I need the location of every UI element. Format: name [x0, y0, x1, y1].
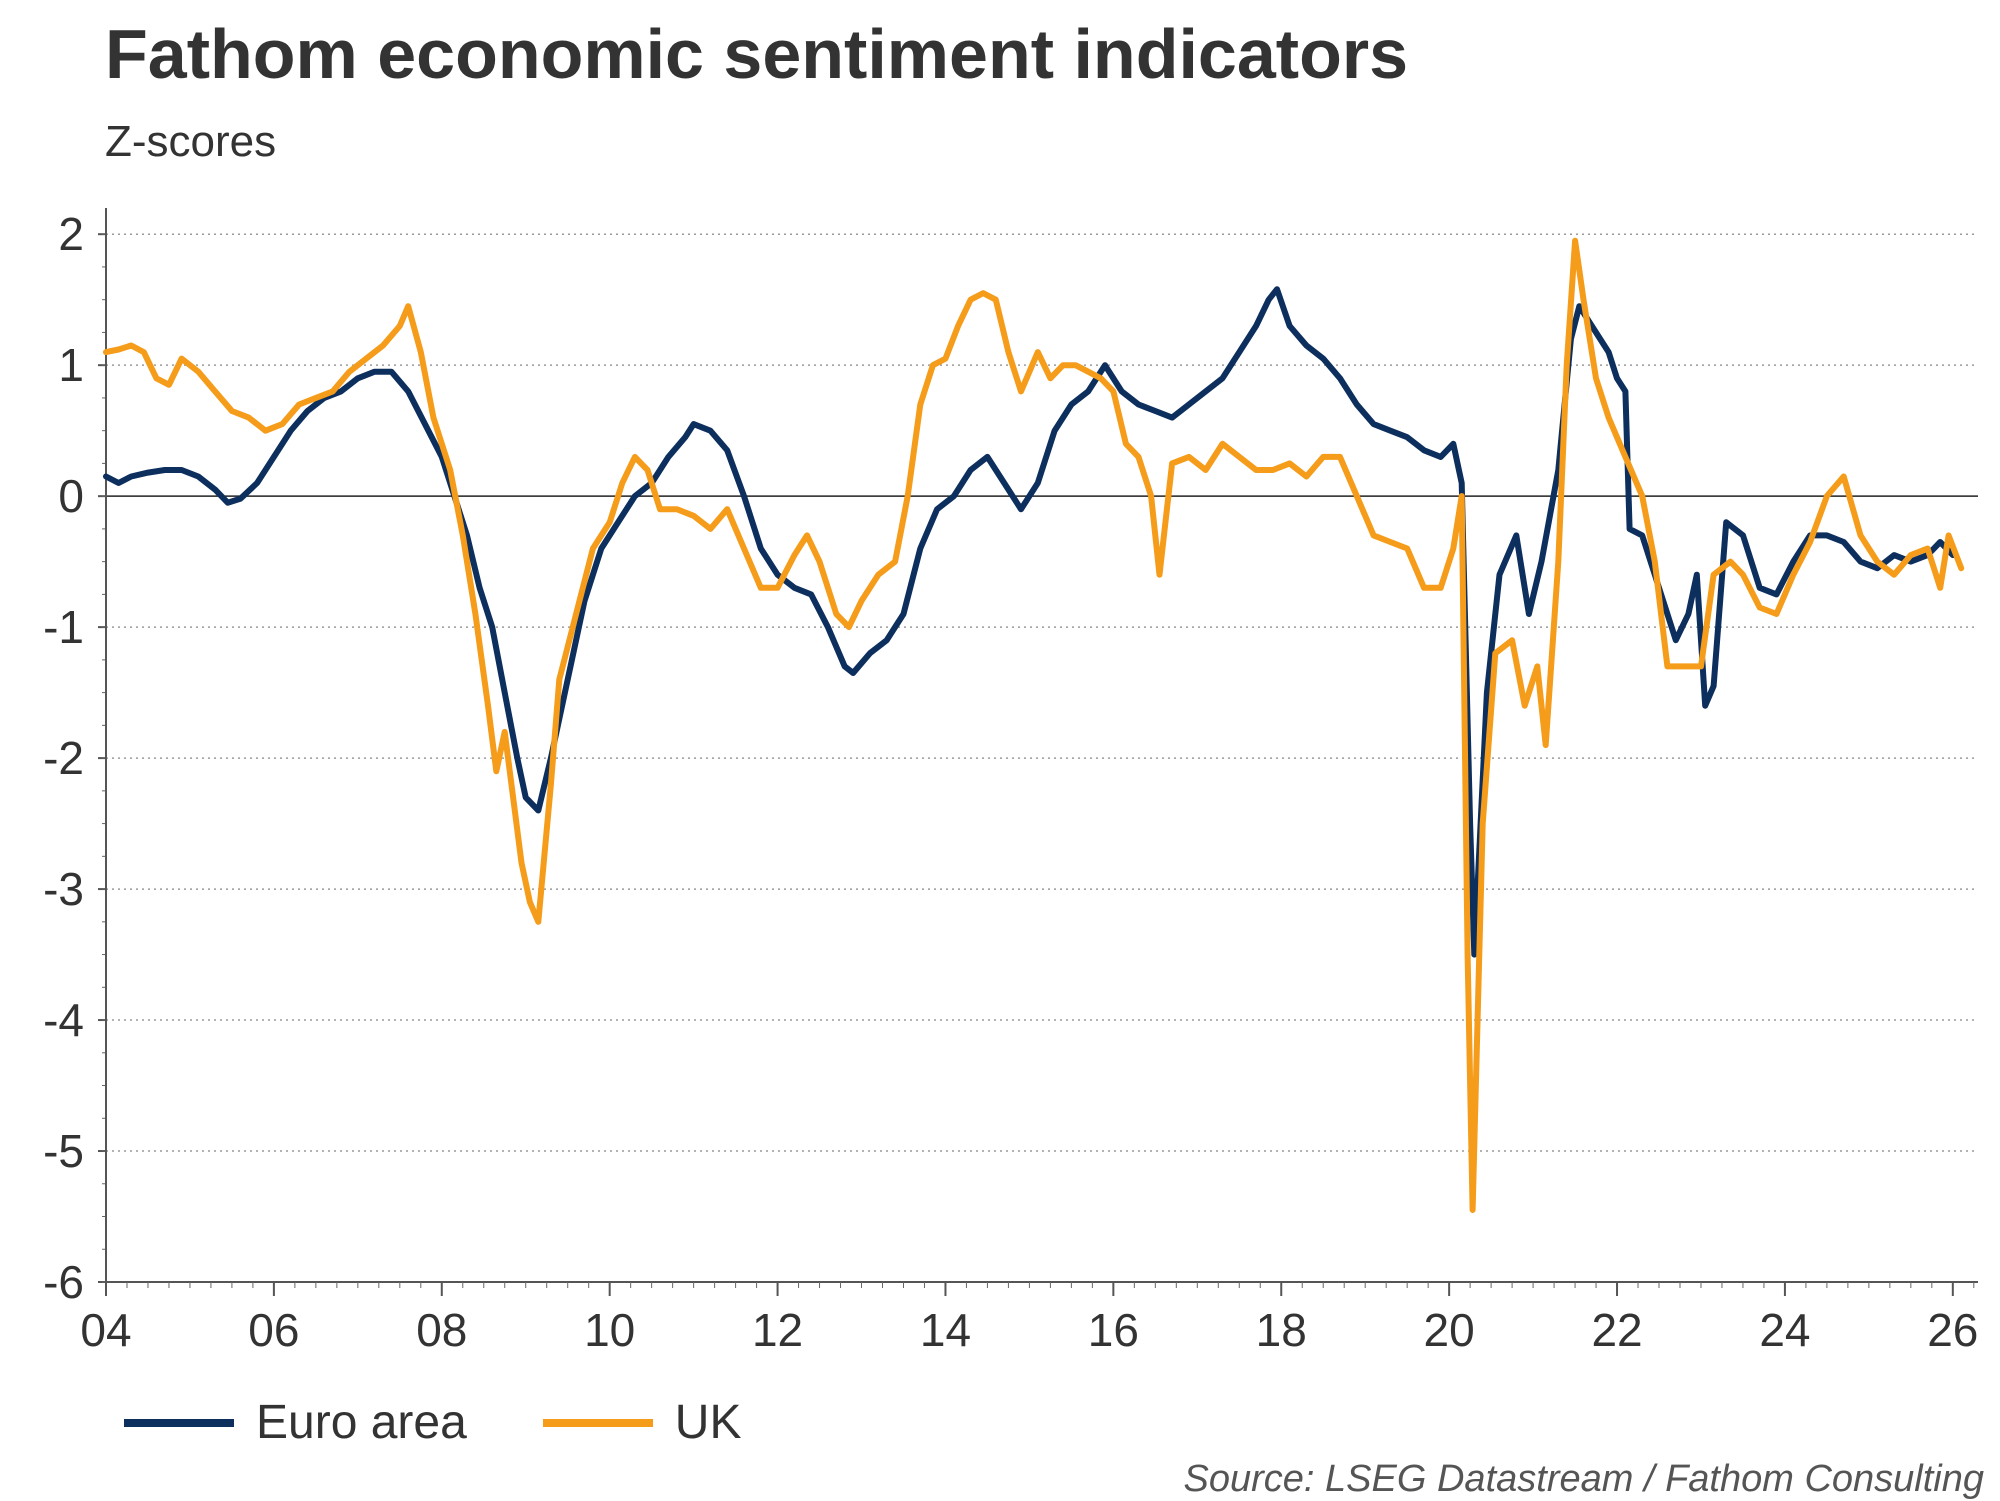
- series-line-euro-area: [103, 286, 1956, 958]
- x-tick-label: 16: [1088, 1304, 1139, 1356]
- y-tick-label: -5: [43, 1125, 84, 1177]
- x-tick-label: 22: [1591, 1304, 1642, 1356]
- legend-swatch-euro-area: [124, 1418, 234, 1427]
- legend-item-uk: UK: [542, 1395, 742, 1450]
- x-tick-label: 18: [1256, 1304, 1307, 1356]
- y-tick-label: 2: [58, 208, 84, 260]
- x-tick-label: 24: [1759, 1304, 1810, 1356]
- legend-swatch-uk: [542, 1418, 653, 1427]
- x-tick-label: 06: [248, 1304, 299, 1356]
- y-tick-label: -4: [43, 994, 84, 1046]
- chart-title: Fathom economic sentiment indicators: [105, 15, 1408, 93]
- series-line-uk: [103, 237, 1965, 1213]
- y-tick-label: -2: [43, 732, 84, 784]
- x-tick-label: 10: [584, 1304, 635, 1356]
- x-tick-label: 04: [80, 1304, 131, 1356]
- legend: Euro area UK: [124, 1395, 817, 1450]
- x-tick-label: 14: [920, 1304, 971, 1356]
- x-tick-label: 20: [1424, 1304, 1475, 1356]
- y-tick-label: 0: [58, 470, 84, 522]
- x-tick-label: 26: [1927, 1304, 1978, 1356]
- chart-subtitle: Z-scores: [105, 117, 277, 166]
- legend-label-euro-area: Euro area: [256, 1396, 467, 1449]
- x-tick-label: 12: [752, 1304, 803, 1356]
- y-tick-label: -1: [43, 601, 84, 653]
- y-tick-label: -3: [43, 863, 84, 915]
- y-tick-label: 1: [58, 339, 84, 391]
- y-tick-label: -6: [43, 1256, 84, 1308]
- legend-item-euro-area: Euro area: [124, 1395, 467, 1450]
- x-tick-label: 08: [416, 1304, 467, 1356]
- legend-label-uk: UK: [674, 1396, 742, 1449]
- source-note: Source: LSEG Datastream / Fathom Consult…: [1183, 1458, 1984, 1500]
